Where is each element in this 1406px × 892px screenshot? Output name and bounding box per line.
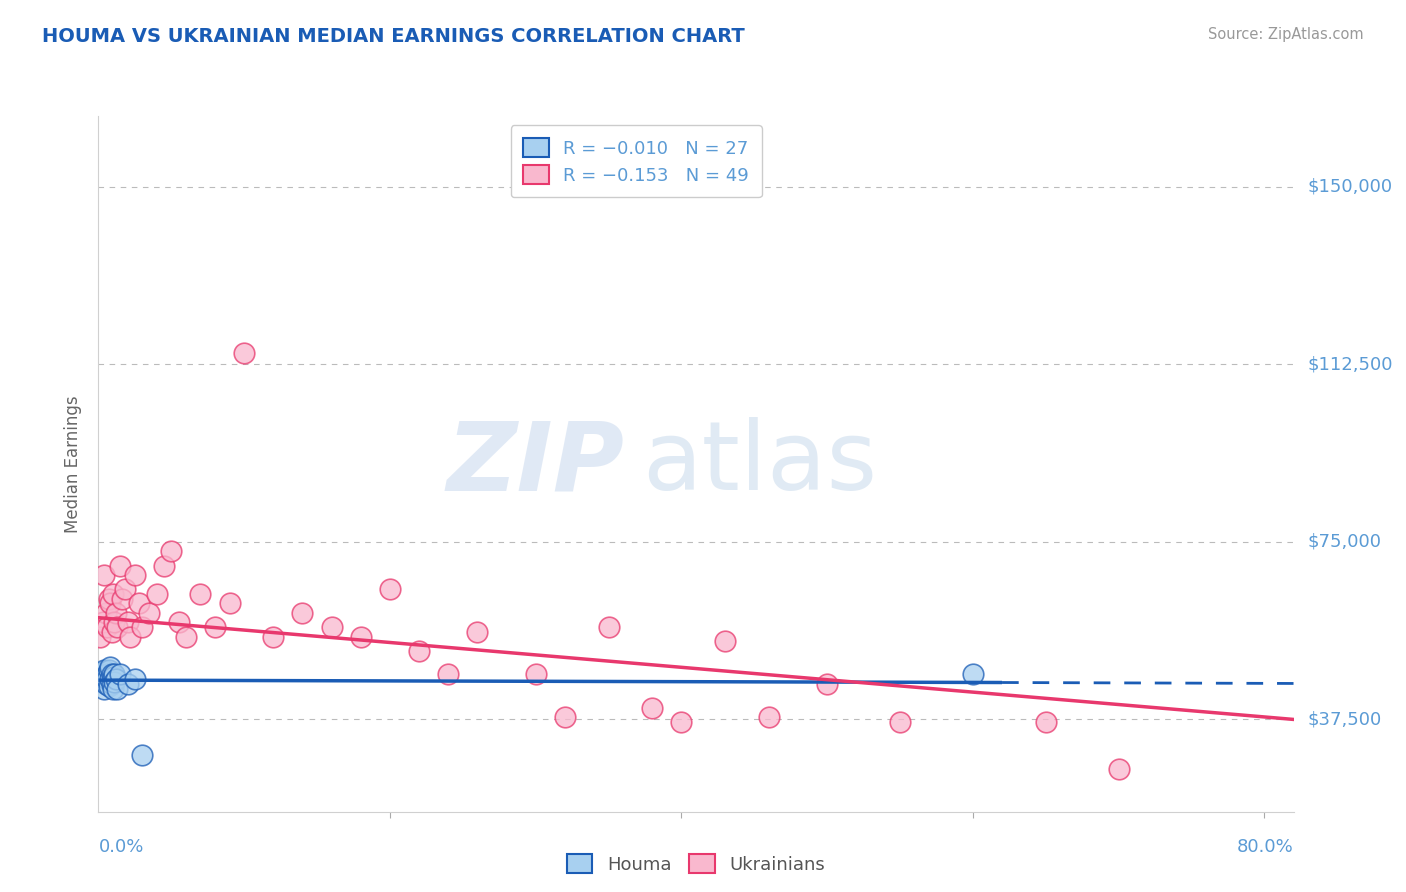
Point	[437, 667, 460, 681]
Text: atlas: atlas	[643, 417, 877, 510]
Point	[103, 667, 125, 681]
Point	[815, 677, 838, 691]
Text: ZIP: ZIP	[446, 417, 624, 510]
Point	[91, 674, 114, 689]
Point	[101, 670, 124, 684]
Point	[96, 672, 118, 686]
Point	[89, 672, 111, 686]
Point	[350, 630, 373, 644]
Point	[98, 672, 121, 686]
Point	[128, 597, 150, 611]
Point	[94, 606, 117, 620]
Point	[117, 615, 139, 630]
Point	[758, 710, 780, 724]
Legend: Houma, Ukrainians: Houma, Ukrainians	[558, 845, 834, 883]
Point	[138, 606, 160, 620]
Point	[174, 630, 197, 644]
Point	[131, 620, 153, 634]
Point	[97, 663, 120, 677]
Point	[100, 677, 122, 691]
Point	[1035, 714, 1057, 729]
Point	[97, 679, 120, 693]
Point	[714, 634, 737, 648]
Point	[233, 345, 256, 359]
Point	[93, 681, 115, 696]
Point	[98, 597, 121, 611]
Point	[103, 674, 125, 689]
Point	[105, 620, 128, 634]
Point	[101, 587, 124, 601]
Point	[96, 620, 118, 634]
Point	[93, 663, 115, 677]
Point	[291, 606, 314, 620]
Point	[101, 681, 124, 696]
Point	[671, 714, 693, 729]
Point	[114, 582, 136, 597]
Point	[1108, 762, 1130, 776]
Point	[204, 620, 226, 634]
Point	[131, 747, 153, 762]
Point	[962, 667, 984, 681]
Point	[110, 667, 132, 681]
Text: 80.0%: 80.0%	[1237, 838, 1294, 856]
Text: $37,500: $37,500	[1308, 710, 1382, 729]
Point	[103, 615, 125, 630]
Point	[321, 620, 343, 634]
Text: $112,500: $112,500	[1308, 355, 1393, 374]
Y-axis label: Median Earnings: Median Earnings	[65, 395, 83, 533]
Point	[889, 714, 911, 729]
Point	[94, 670, 117, 684]
Point	[93, 568, 115, 582]
Point	[117, 677, 139, 691]
Point	[160, 544, 183, 558]
Text: $150,000: $150,000	[1308, 178, 1392, 196]
Point	[89, 630, 111, 644]
Text: 0.0%: 0.0%	[98, 838, 143, 856]
Point	[145, 587, 167, 601]
Point	[262, 630, 284, 644]
Point	[105, 681, 128, 696]
Point	[104, 606, 127, 620]
Point	[91, 665, 114, 679]
Point	[91, 615, 114, 630]
Point	[90, 667, 112, 681]
Point	[554, 710, 576, 724]
Point	[100, 624, 122, 639]
Point	[94, 677, 117, 691]
Point	[408, 644, 430, 658]
Point	[153, 558, 176, 573]
Text: Source: ZipAtlas.com: Source: ZipAtlas.com	[1208, 27, 1364, 42]
Point	[100, 667, 122, 681]
Text: $75,000: $75,000	[1308, 533, 1382, 551]
Point	[111, 591, 134, 606]
Point	[97, 591, 120, 606]
Text: HOUMA VS UKRAINIAN MEDIAN EARNINGS CORRELATION CHART: HOUMA VS UKRAINIAN MEDIAN EARNINGS CORRE…	[42, 27, 745, 45]
Point	[598, 620, 620, 634]
Point	[124, 568, 146, 582]
Point	[167, 615, 190, 630]
Point	[124, 672, 146, 686]
Point	[641, 700, 664, 714]
Point	[96, 667, 118, 681]
Point	[120, 630, 142, 644]
Point	[190, 587, 212, 601]
Point	[467, 624, 489, 639]
Point	[218, 597, 240, 611]
Point	[104, 672, 127, 686]
Point	[524, 667, 547, 681]
Point	[110, 558, 132, 573]
Point	[98, 660, 121, 674]
Point	[378, 582, 401, 597]
